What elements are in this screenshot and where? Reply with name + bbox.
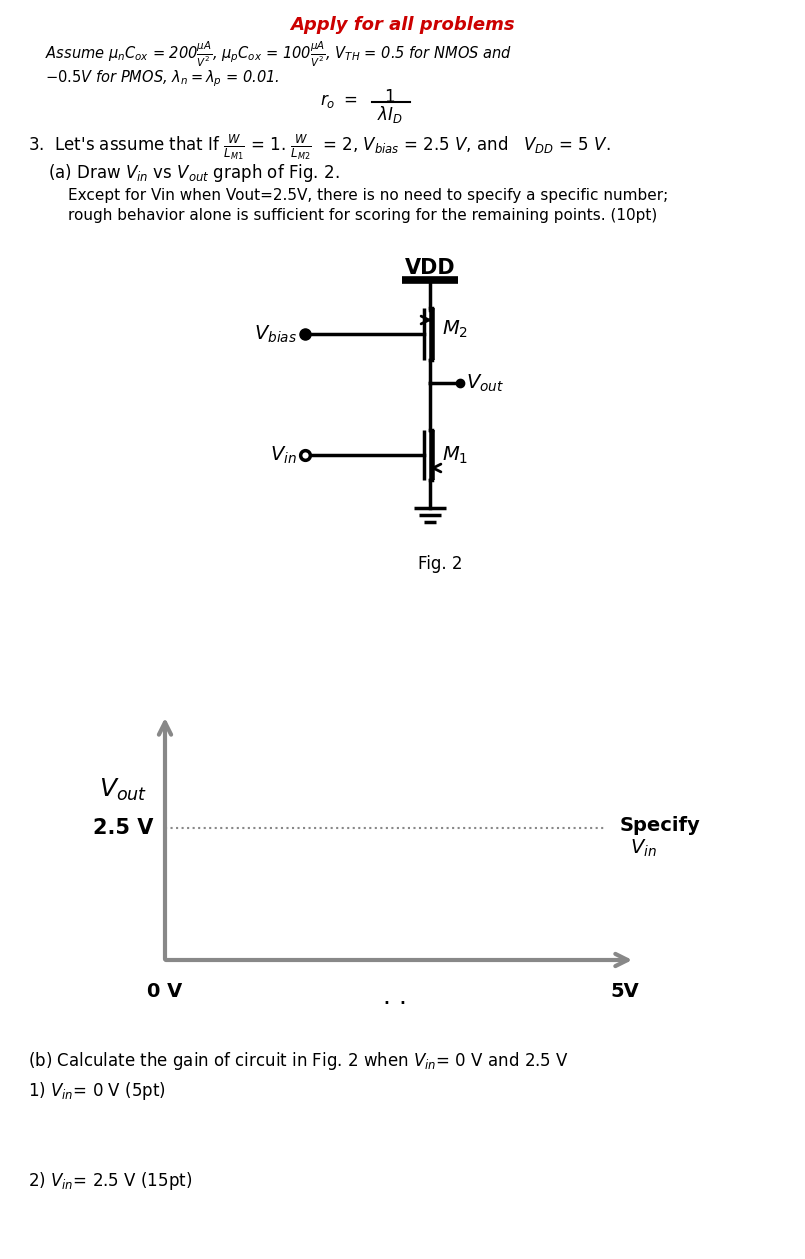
Text: $V_{in}$: $V_{in}$	[630, 838, 657, 860]
Text: $-0.5V\ for\ PMOS$, $\lambda_n = \lambda_p$ = 0.01.: $-0.5V\ for\ PMOS$, $\lambda_n = \lambda…	[45, 68, 279, 88]
Text: Assume $\mu_nC_{ox}$ = 200$\frac{\mu A}{V^2}$, $\mu_pC_{ox}$ = 100$\frac{\mu A}{: Assume $\mu_nC_{ox}$ = 200$\frac{\mu A}{…	[45, 40, 512, 69]
Text: · ·: · ·	[383, 992, 407, 1016]
Text: (a) Draw $V_{in}$ vs $V_{out}$ graph of Fig. 2.: (a) Draw $V_{in}$ vs $V_{out}$ graph of …	[48, 162, 340, 184]
Text: Fig. 2: Fig. 2	[418, 555, 462, 573]
Text: VDD: VDD	[405, 258, 456, 278]
Text: $V_{out}$: $V_{out}$	[99, 777, 147, 803]
Text: 5V: 5V	[611, 982, 639, 1001]
Text: rough behavior alone is sufficient for scoring for the remaining points. (10pt): rough behavior alone is sufficient for s…	[68, 208, 657, 223]
Text: 1) $V_{in}$= 0 V (5pt): 1) $V_{in}$= 0 V (5pt)	[28, 1080, 166, 1102]
Text: 0 V: 0 V	[147, 982, 183, 1001]
Text: $M_1$: $M_1$	[442, 444, 469, 466]
Text: $\lambda I_D$: $\lambda I_D$	[377, 104, 403, 125]
Text: $V_{bias}$: $V_{bias}$	[254, 324, 297, 345]
Text: 3.  Let's assume that If $\frac{W}{L_{M1}}$ = 1. $\frac{W}{L_{M2}}$  = 2, $V_{bi: 3. Let's assume that If $\frac{W}{L_{M1}…	[28, 132, 611, 161]
Text: (b) Calculate the gain of circuit in Fig. 2 when $V_{in}$= 0 V and 2.5 V: (b) Calculate the gain of circuit in Fig…	[28, 1050, 569, 1071]
Text: $M_2$: $M_2$	[442, 319, 468, 340]
Text: $1$: $1$	[385, 88, 395, 106]
Text: $V_{out}$: $V_{out}$	[466, 373, 504, 394]
Text: Except for Vin when Vout=2.5V, there is no need to specify a specific number;: Except for Vin when Vout=2.5V, there is …	[68, 188, 668, 203]
Text: 2.5 V: 2.5 V	[93, 818, 153, 838]
Text: 2) $V_{in}$= 2.5 V (15pt): 2) $V_{in}$= 2.5 V (15pt)	[28, 1170, 192, 1192]
Text: Specify: Specify	[620, 816, 700, 835]
Text: $r_o\ =$: $r_o\ =$	[320, 92, 357, 110]
Text: Apply for all problems: Apply for all problems	[290, 16, 514, 34]
Text: $V_{in}$: $V_{in}$	[270, 444, 297, 466]
